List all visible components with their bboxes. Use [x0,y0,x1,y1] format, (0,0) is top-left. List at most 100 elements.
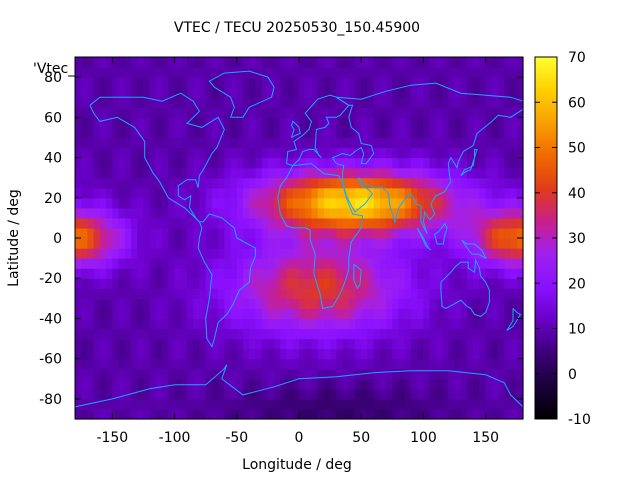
heat-cell [224,348,232,360]
heat-cell [373,268,381,279]
heat-cell [311,217,319,229]
heat-cell [386,258,393,269]
heat-cell [386,348,393,360]
heat-cell [311,328,319,340]
heat-cell [75,127,82,139]
heat-cell [274,107,281,118]
heat-cell [460,97,468,108]
heat-cell [211,278,219,289]
heat-cell [106,358,113,370]
heat-cell [75,248,82,259]
heat-cell [199,338,207,350]
heat-cell [467,368,474,380]
heat-cell [118,217,126,229]
heat-cell [218,227,225,239]
heat-cell [379,348,387,360]
heat-cell [516,77,524,88]
heat-cell [255,137,263,149]
heat-cell [473,408,481,420]
heat-cell [485,57,493,68]
heat-cell [174,227,182,239]
heat-cell [498,338,505,350]
heat-cell [174,197,182,209]
heat-cell [467,408,474,420]
heat-cell [193,298,201,309]
heat-cell [274,67,281,78]
heat-cell [187,147,194,159]
heat-cell [187,358,194,370]
heat-cell [243,298,250,309]
heat-cell [367,258,375,269]
heat-cell [93,77,101,88]
heat-cell [435,187,443,199]
heat-cell [199,328,207,340]
heat-cell [280,238,288,249]
heat-cell [442,408,449,420]
heat-cell [330,328,337,340]
heat-cell [124,197,132,209]
heat-cell [292,308,300,320]
heat-cell [168,298,176,309]
heat-cell [473,268,481,279]
heat-cell [267,187,275,199]
heat-cell [180,298,188,309]
heat-cell [317,157,325,169]
heat-cell [187,238,194,249]
heat-cell [429,238,437,249]
heat-cell [243,147,250,159]
heat-cell [311,378,319,390]
heat-cell [211,67,219,78]
heat-cell [143,278,151,289]
heat-cell [236,167,244,179]
heat-cell [429,177,437,189]
heat-cell [311,368,319,380]
heat-cell [292,368,300,380]
heat-cell [193,217,201,229]
heat-cell [398,87,406,98]
heat-cell [274,268,281,279]
heat-cell [292,258,300,269]
heat-cell [442,187,449,199]
heat-cell [81,207,89,219]
heat-cell [155,378,163,390]
heat-cell [479,248,487,259]
heat-cell [317,117,325,128]
heat-cell [280,117,288,128]
heat-cell [205,87,213,98]
heat-cell [218,77,225,88]
heat-cell [187,288,194,299]
heat-cell [510,288,518,299]
heat-cell [106,67,113,78]
heat-cell [124,177,132,189]
heat-cell [118,368,126,380]
heat-cell [473,328,481,340]
heat-cell [99,227,107,239]
heat-cell [93,227,101,239]
heat-cell [112,258,120,269]
heat-cell [473,358,481,370]
heat-cell [149,67,157,78]
heat-cell [218,57,225,68]
heat-cell [224,388,232,400]
heat-cell [330,338,337,350]
heat-cell [467,137,474,149]
heat-cell [137,77,145,88]
heat-cell [435,117,443,128]
heat-cell [255,328,263,340]
heat-cell [93,217,101,229]
heat-cell [199,227,207,239]
heat-cell [348,197,356,209]
heat-cell [162,57,169,68]
heat-cell [305,278,313,289]
heat-cell [336,388,344,400]
heatmap-cells [75,57,524,420]
heat-cell [367,187,375,199]
heat-cell [168,77,176,88]
heat-cell [93,157,101,169]
heat-cell [87,187,95,199]
heat-cell [510,358,518,370]
heat-cell [93,328,101,340]
heat-cell [274,278,281,289]
heat-cell [411,378,418,390]
heat-cell [373,338,381,350]
